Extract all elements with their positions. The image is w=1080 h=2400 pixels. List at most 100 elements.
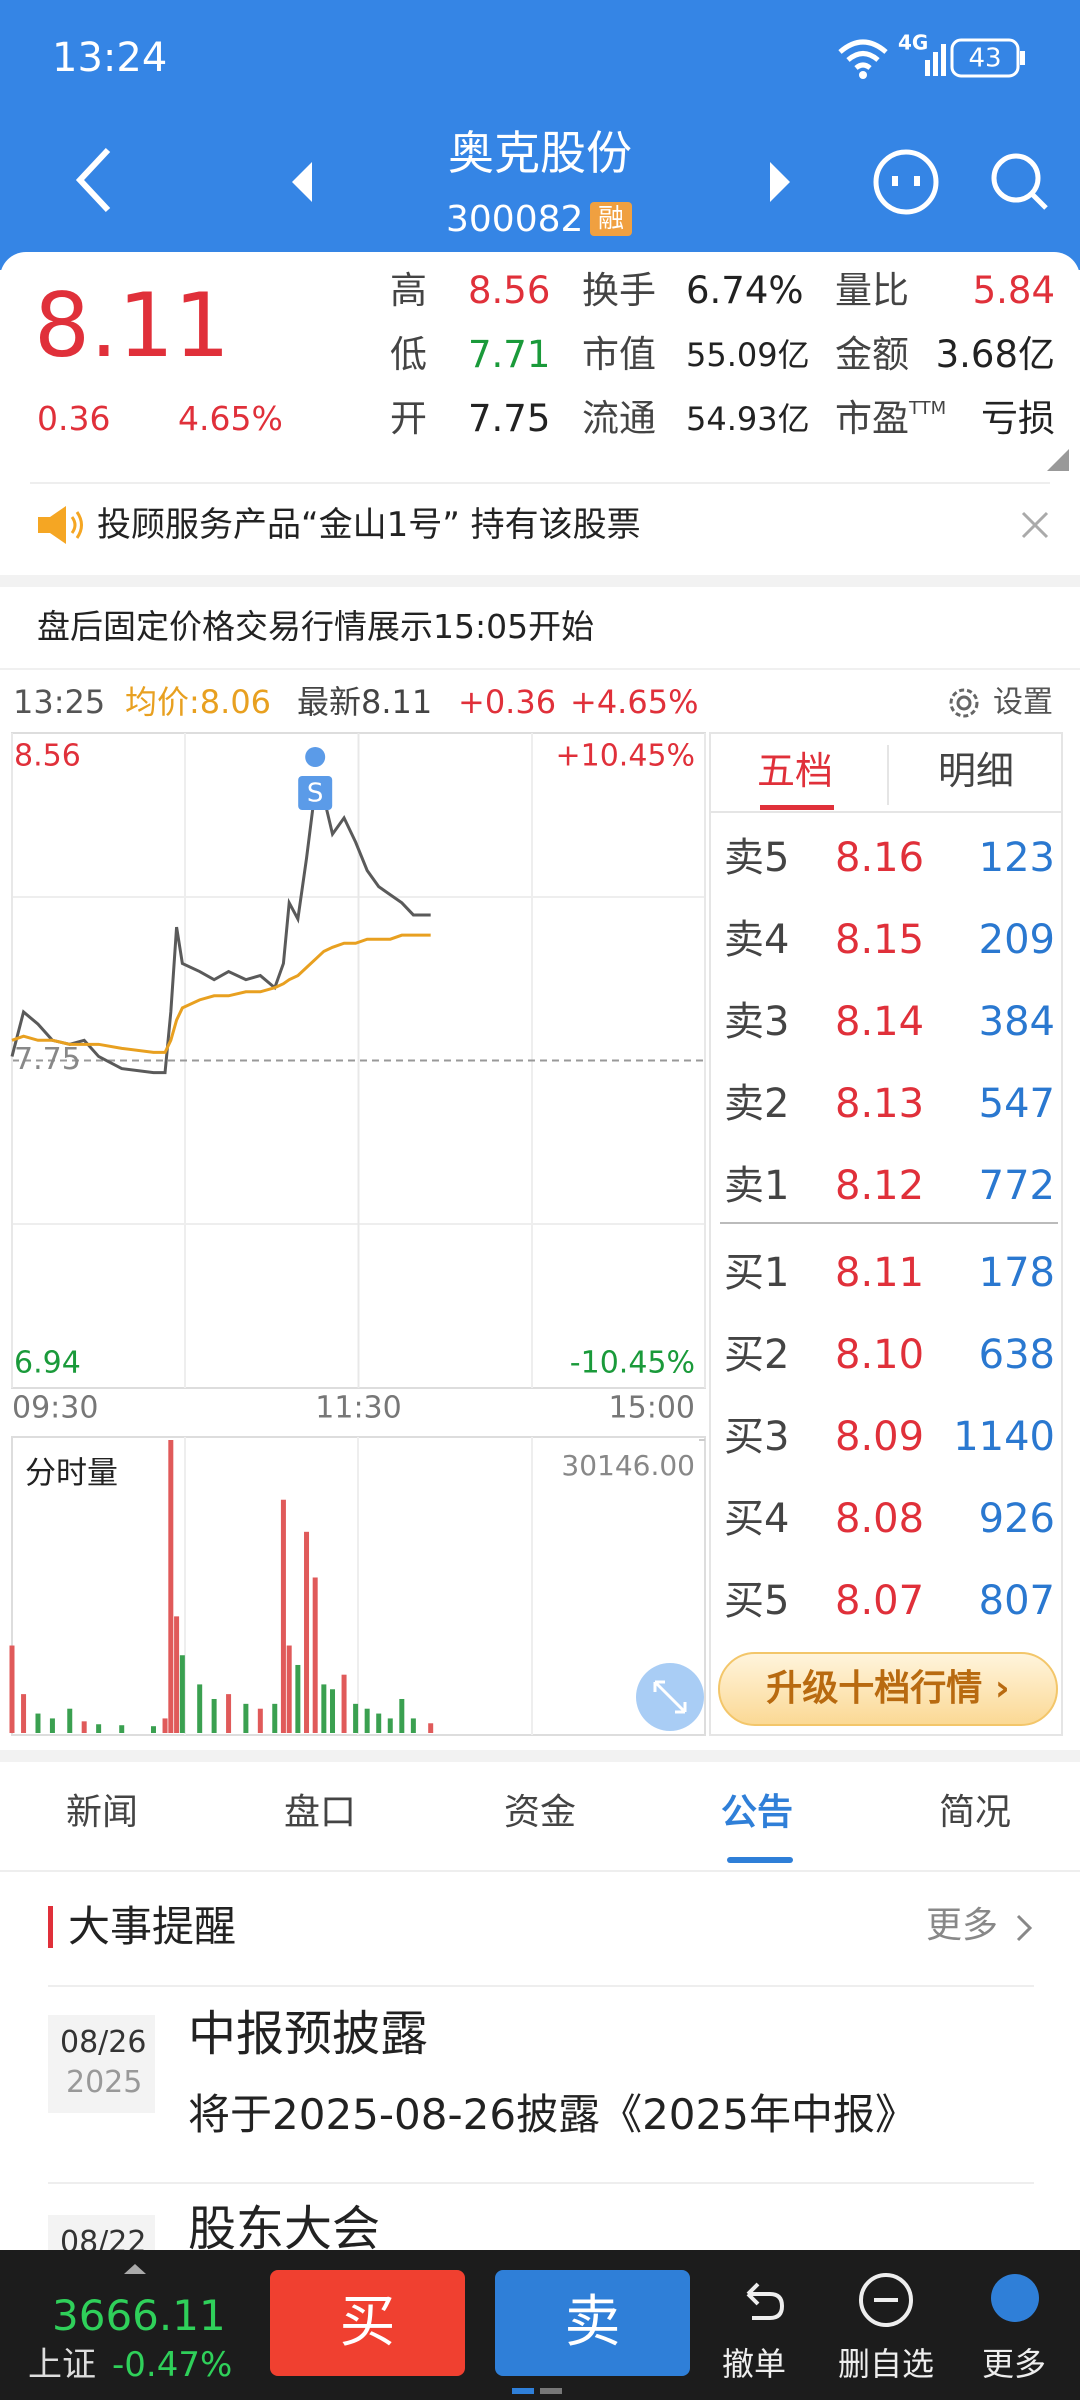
- book-label: 卖4: [724, 917, 790, 963]
- volume-bar: [341, 1674, 347, 1733]
- volume-bar: [211, 1698, 217, 1733]
- event-desc: 将于2025-08-26披露《2025年中报》: [188, 2090, 917, 2139]
- price-line: [11, 933, 431, 1054]
- volume-bar: [197, 1684, 203, 1733]
- tab[interactable]: 盘口: [283, 1792, 356, 1833]
- info-change-pct: +4.65%: [570, 683, 699, 721]
- tab[interactable]: 简况: [938, 1792, 1011, 1833]
- battery: 43: [968, 44, 1001, 74]
- events-title: 大事提醒: [68, 1902, 237, 1951]
- divider: [0, 1870, 1080, 1872]
- volume-bar: [21, 1694, 27, 1733]
- volume-bar: [286, 1645, 292, 1733]
- volume-bar: [179, 1655, 185, 1733]
- stat-label: 换手: [582, 269, 656, 312]
- action-remove-watch[interactable]: 删自选: [838, 2345, 935, 2383]
- book-label: 买4: [724, 1496, 790, 1542]
- close-notice[interactable]: [1020, 510, 1050, 540]
- book-volume: 638: [978, 1332, 1055, 1378]
- book-label: 买3: [724, 1414, 790, 1460]
- divider: [48, 2182, 1034, 2184]
- next-stock[interactable]: [770, 162, 790, 202]
- tab[interactable]: 新闻: [65, 1792, 138, 1833]
- book-volume: 384: [978, 999, 1055, 1045]
- expand-corner[interactable]: [1045, 447, 1071, 473]
- stat-value: 55.09亿: [686, 335, 810, 374]
- tab-quote5[interactable]: 五档: [757, 749, 834, 793]
- stat-label: 金额: [835, 333, 909, 376]
- header-icons: [75, 147, 1048, 215]
- settings[interactable]: 设置: [993, 685, 1053, 720]
- volume-bar: [295, 1664, 301, 1733]
- annotation-badge: [298, 776, 333, 810]
- book-price: 8.14: [835, 999, 925, 1045]
- prev-stock[interactable]: [292, 162, 312, 202]
- date-box: [48, 2015, 155, 2113]
- volume-bar: [226, 1694, 232, 1733]
- section-mark: [48, 1906, 53, 1948]
- event-date: 08/26: [60, 2025, 147, 2060]
- index-name: 上证: [28, 2345, 96, 2385]
- back-button[interactable]: [75, 147, 111, 213]
- action-more[interactable]: 更多: [982, 2345, 1047, 2383]
- sell-button[interactable]: 卖: [495, 2270, 690, 2376]
- volume-bar: [35, 1713, 41, 1733]
- tab-active-bar: [727, 1857, 793, 1863]
- volume-bar: [272, 1703, 278, 1733]
- volume-bar: [330, 1689, 336, 1733]
- price-line: [10, 786, 431, 1075]
- gap: [0, 1750, 1080, 1762]
- upgrade-button[interactable]: 升级十档行情 ›: [718, 1652, 1058, 1726]
- events-more[interactable]: 更多: [926, 1905, 999, 1946]
- margin-badge: 融: [590, 202, 632, 236]
- chart-info-bg: [0, 668, 1080, 670]
- volume-bar: [49, 1718, 55, 1733]
- notice[interactable]: 投顾服务产品“金山1号” 持有该股票: [97, 505, 641, 545]
- stock-code: 300082: [446, 199, 584, 240]
- volume-bar: [81, 1721, 87, 1733]
- service-button[interactable]: [873, 149, 939, 215]
- y-tick-label: 7.75: [14, 1042, 81, 1077]
- annotation-label: S: [307, 779, 324, 809]
- event-year: 2025: [66, 2065, 143, 2100]
- event-title[interactable]: 中报预披露: [188, 2006, 429, 2062]
- info-change: +0.36: [458, 683, 557, 721]
- tab[interactable]: 公告: [720, 1792, 793, 1833]
- x-tick-label: 11:30: [315, 1391, 401, 1426]
- search-button[interactable]: [991, 153, 1041, 203]
- volume-bar: [376, 1713, 382, 1733]
- info-latest: 最新8.11: [297, 683, 433, 721]
- stat-label: 市值: [582, 333, 656, 376]
- volume-bar: [312, 1577, 318, 1733]
- volume-bar: [304, 1531, 310, 1733]
- book-volume: 178: [978, 1250, 1055, 1296]
- volume-bar: [353, 1703, 359, 1733]
- volume-title: 分时量: [25, 1456, 118, 1492]
- book-price: 8.11: [835, 1250, 925, 1296]
- book-volume: 1140: [953, 1414, 1055, 1460]
- book-price: 8.10: [835, 1332, 925, 1378]
- stat-value: 7.75: [468, 397, 551, 440]
- book-price: 8.13: [835, 1081, 925, 1127]
- event-title[interactable]: 股东大会: [188, 2201, 381, 2257]
- action-cancel[interactable]: 撤单: [722, 2345, 787, 2383]
- quote-panel: [0, 252, 1080, 577]
- volume-bar: [162, 1718, 168, 1733]
- tab[interactable]: 资金: [503, 1792, 576, 1833]
- book-price: 8.07: [835, 1578, 925, 1624]
- volume-bar: [428, 1723, 434, 1733]
- tab-detail[interactable]: 明细: [938, 749, 1015, 793]
- volume-bar: [321, 1684, 327, 1733]
- index-toggle[interactable]: [122, 2262, 148, 2276]
- page-indicator: [512, 2388, 534, 2394]
- stat-label: 低: [390, 333, 427, 376]
- book-label: 买1: [724, 1250, 790, 1296]
- buy-button[interactable]: 买: [270, 2270, 465, 2376]
- gear-icon[interactable]: [945, 684, 983, 722]
- book-price: 8.12: [835, 1163, 925, 1209]
- y-tick-label: 6.94: [14, 1346, 81, 1381]
- volume-bar: [364, 1708, 370, 1733]
- stat-value: 亏损: [981, 397, 1055, 440]
- index-value[interactable]: 3666.11: [52, 2291, 226, 2340]
